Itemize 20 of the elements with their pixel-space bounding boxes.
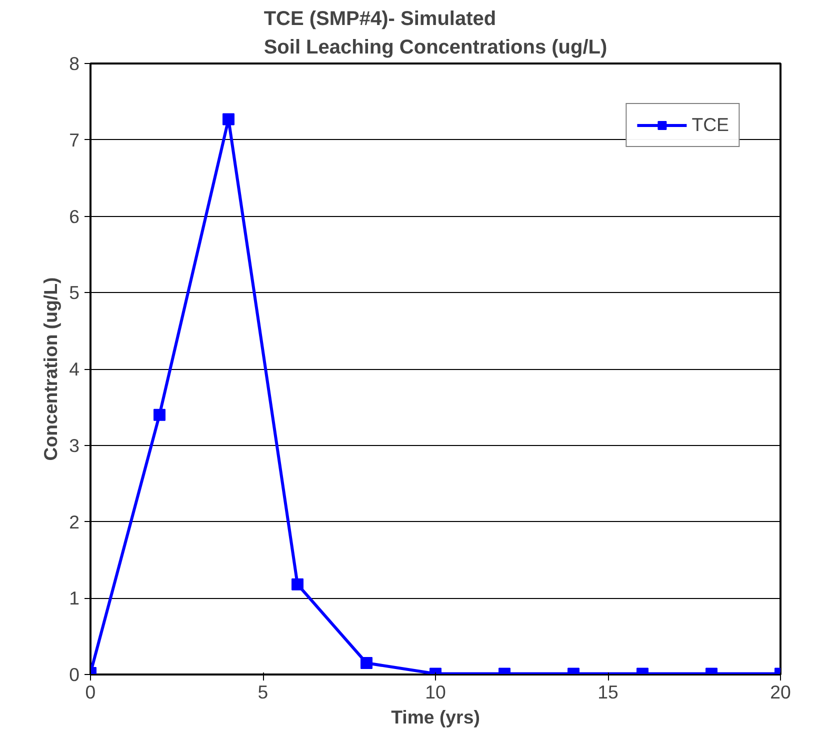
y-tick-label: 3 bbox=[69, 434, 80, 456]
legend-label: TCE bbox=[692, 114, 729, 136]
y-tick-label: 8 bbox=[69, 53, 80, 74]
x-tick-label: 15 bbox=[598, 682, 618, 702]
x-tick-label: 0 bbox=[85, 682, 96, 702]
x-tick-label: 10 bbox=[425, 682, 446, 702]
x-tick-label: 5 bbox=[258, 682, 268, 702]
x-tick-label: 20 bbox=[770, 682, 791, 702]
point bbox=[154, 408, 166, 421]
y-tick-label: 1 bbox=[69, 588, 80, 609]
y-tick-label: 6 bbox=[69, 206, 80, 227]
chart-title: TCE (SMP#4)- Simulated Soil Leaching Concentrations (ug/L) bbox=[264, 8, 608, 58]
x-axis-title: Time (yrs) bbox=[391, 706, 480, 728]
y-tick-label: 4 bbox=[69, 358, 80, 380]
y-tick-label: 2 bbox=[69, 511, 80, 532]
point bbox=[222, 113, 234, 126]
y-tick-label: 5 bbox=[69, 282, 80, 304]
y-axis-title: Concentration (ug/L) bbox=[40, 277, 62, 461]
y-tick-label: 0 bbox=[69, 664, 80, 685]
y-tick-label: 7 bbox=[69, 129, 80, 150]
